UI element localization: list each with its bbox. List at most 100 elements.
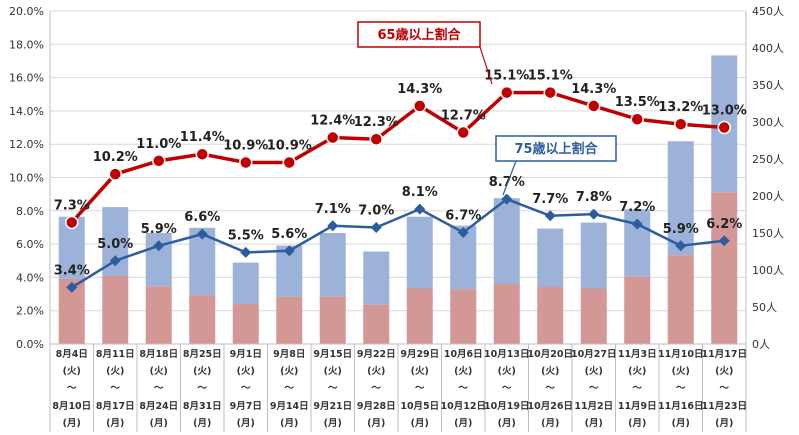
data-point bbox=[369, 132, 383, 146]
category-label: (月) bbox=[150, 418, 168, 429]
category-label: (月) bbox=[628, 418, 646, 429]
left-axis-tick-label: 14.0% bbox=[9, 105, 44, 118]
data-point bbox=[630, 112, 644, 126]
category-label: ～ bbox=[719, 383, 729, 394]
category-label: ～ bbox=[67, 383, 77, 394]
category-label: 9月15日 bbox=[313, 349, 352, 360]
category-label: 8月31日 bbox=[183, 401, 222, 412]
bar-upper bbox=[537, 228, 564, 288]
data-label: 6.6% bbox=[184, 210, 220, 225]
category-label: 9月29日 bbox=[400, 349, 439, 360]
category-label: ～ bbox=[458, 383, 468, 394]
data-point bbox=[718, 235, 730, 247]
legend-callout-75: 75歳以上割合 bbox=[495, 135, 617, 196]
category-label: 9月28日 bbox=[357, 401, 396, 412]
left-axis-tick-label: 6.0% bbox=[16, 238, 44, 251]
bar-upper bbox=[363, 251, 390, 305]
category-label: (月) bbox=[541, 418, 559, 429]
data-point bbox=[543, 85, 557, 100]
category-label: (火) bbox=[541, 366, 559, 377]
data-point bbox=[109, 255, 121, 267]
data-point bbox=[675, 240, 687, 252]
data-point bbox=[240, 246, 252, 258]
series-line bbox=[70, 90, 725, 224]
bar-lower bbox=[363, 304, 390, 344]
left-axis-tick-label: 2.0% bbox=[16, 305, 44, 318]
category-label: ～ bbox=[328, 383, 338, 394]
bar-series bbox=[58, 55, 738, 344]
data-point bbox=[370, 221, 382, 233]
category-label: 10月13日 bbox=[484, 349, 529, 360]
category-label: 8月11日 bbox=[96, 349, 135, 360]
right-axis-tick-label: 100人 bbox=[752, 264, 784, 277]
data-point bbox=[108, 167, 122, 181]
left-axis-tick-label: 0.0% bbox=[16, 338, 44, 351]
category-label: (火) bbox=[106, 366, 124, 377]
data-label: 12.3% bbox=[354, 115, 399, 130]
bar-lower bbox=[450, 289, 477, 344]
category-label: (火) bbox=[63, 366, 81, 377]
data-label: 7.1% bbox=[315, 202, 351, 217]
category-label: 10月19日 bbox=[484, 401, 529, 412]
category-label: 11月17日 bbox=[702, 349, 747, 360]
bar-upper bbox=[667, 141, 694, 256]
category-label: 11月3日 bbox=[618, 349, 657, 360]
data-label: 15.1% bbox=[528, 69, 573, 84]
category-label: (火) bbox=[498, 366, 516, 377]
data-point bbox=[196, 228, 208, 240]
data-point bbox=[587, 99, 601, 113]
category-label: 9月21日 bbox=[313, 401, 352, 412]
data-label: 10.2% bbox=[93, 150, 138, 165]
category-labels: 8月4日 (火) ～ 8月10日 (月) 8月11日 (火) ～ 8月17日 (月) 8月18日 (火… bbox=[52, 349, 747, 429]
category-label: (月) bbox=[411, 418, 429, 429]
category-label: 11月23日 bbox=[702, 401, 747, 412]
left-axis-tick-label: 18.0% bbox=[9, 38, 44, 51]
data-point bbox=[152, 154, 166, 168]
bar-lower bbox=[232, 304, 259, 344]
right-axis-tick-label: 0人 bbox=[752, 338, 770, 351]
data-label: 14.3% bbox=[397, 82, 442, 97]
category-label: ～ bbox=[197, 383, 207, 394]
category-label: (火) bbox=[628, 366, 646, 377]
axes: 0.0% 2.0% 4.0% 6.0% 8.0% 10.0% 12.0% 14.0% 16.0%… bbox=[9, 5, 784, 432]
data-point bbox=[414, 203, 426, 215]
category-label: 10月27日 bbox=[571, 349, 616, 360]
left-axis-tick-label: 10.0% bbox=[9, 172, 44, 185]
category-label: 11月16日 bbox=[658, 401, 703, 412]
category-label: (月) bbox=[715, 418, 733, 429]
category-label: (火) bbox=[367, 366, 385, 377]
category-label: (火) bbox=[324, 366, 342, 377]
series-line bbox=[71, 197, 725, 289]
data-label: 10.9% bbox=[223, 139, 268, 154]
category-label: (月) bbox=[106, 418, 124, 429]
category-label: (月) bbox=[498, 418, 516, 429]
data-label: 10.9% bbox=[267, 139, 312, 154]
category-label: (月) bbox=[63, 418, 81, 429]
bar-upper bbox=[319, 233, 346, 297]
category-label: 8月10日 bbox=[52, 401, 91, 412]
bar-lower bbox=[493, 284, 520, 344]
right-axis-tick-label: 300人 bbox=[752, 116, 784, 129]
category-label: (火) bbox=[715, 366, 733, 377]
category-label: 8月18日 bbox=[139, 349, 178, 360]
category-label: (火) bbox=[411, 366, 429, 377]
data-label: 12.7% bbox=[441, 109, 486, 124]
callout-pointer-65 bbox=[479, 46, 493, 85]
category-label: (月) bbox=[193, 418, 211, 429]
data-label: 7.0% bbox=[358, 203, 394, 218]
data-point bbox=[195, 147, 209, 161]
category-label: ～ bbox=[284, 383, 294, 394]
data-label: 15.1% bbox=[484, 69, 529, 84]
data-point bbox=[413, 99, 427, 113]
category-label: 10月20日 bbox=[528, 349, 573, 360]
data-label: 5.9% bbox=[663, 222, 699, 237]
data-label: 7.7% bbox=[532, 192, 568, 207]
data-label: 8.7% bbox=[489, 175, 525, 190]
data-label: 13.5% bbox=[615, 95, 660, 110]
category-label: 8月24日 bbox=[139, 401, 178, 412]
callout-label-65: 65歳以上割合 bbox=[377, 27, 461, 43]
data-label: 3.4% bbox=[54, 263, 90, 278]
category-label: 11月10日 bbox=[658, 349, 703, 360]
bar-upper bbox=[406, 216, 433, 289]
category-label: 9月14日 bbox=[270, 401, 309, 412]
